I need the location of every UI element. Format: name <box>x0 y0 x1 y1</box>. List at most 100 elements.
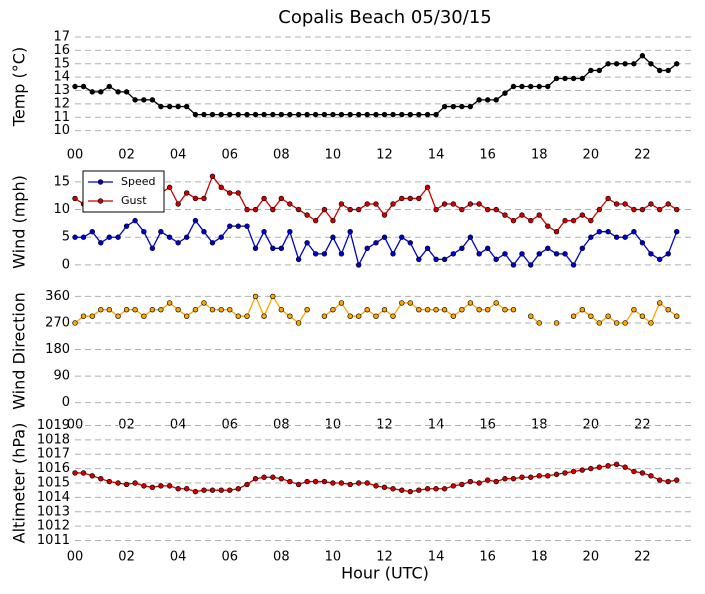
data-point <box>545 83 551 90</box>
data-point <box>596 464 603 470</box>
data-point <box>201 195 207 202</box>
data-point <box>656 67 663 74</box>
data-point <box>502 251 508 257</box>
data-point <box>235 111 241 118</box>
data-point <box>166 234 173 240</box>
data-point <box>459 245 465 252</box>
x-tick-label: 18 <box>531 550 548 565</box>
data-point <box>278 111 285 118</box>
y-tick-label: 1017 <box>37 447 70 462</box>
data-point <box>450 103 457 110</box>
data-point <box>347 228 353 235</box>
y-tick-label: 16 <box>53 43 70 58</box>
data-point <box>235 190 241 196</box>
x-tick-label: 16 <box>479 148 496 163</box>
data-point <box>381 234 388 240</box>
x-tick-label: 04 <box>170 550 187 565</box>
data-point <box>89 473 95 479</box>
data-point <box>381 484 388 491</box>
data-point <box>218 111 224 118</box>
data-point <box>158 228 164 235</box>
data-point <box>183 103 190 110</box>
data-point <box>364 307 370 313</box>
data-point <box>579 467 586 473</box>
data-point <box>72 470 78 476</box>
data-point <box>502 212 508 218</box>
data-point <box>373 240 379 246</box>
data-point <box>252 293 259 300</box>
data-point <box>252 111 259 118</box>
data-point <box>106 234 113 240</box>
data-point <box>295 481 302 488</box>
data-point <box>656 300 663 306</box>
data-point <box>528 217 534 224</box>
x-tick-label: 04 <box>170 148 187 163</box>
data-point <box>588 465 594 472</box>
data-point <box>536 212 542 218</box>
data-point <box>450 313 457 319</box>
data-point <box>424 307 431 313</box>
data-point <box>304 240 310 246</box>
data-point <box>648 61 654 67</box>
data-point <box>261 195 267 202</box>
data-point <box>631 307 637 313</box>
data-point <box>441 486 448 492</box>
data-point <box>364 480 370 486</box>
data-point <box>373 483 379 489</box>
data-point <box>192 195 199 202</box>
x-tick-label: 20 <box>583 148 600 163</box>
data-point <box>528 83 534 90</box>
data-point <box>536 473 542 479</box>
x-tick-label: 18 <box>531 148 548 163</box>
data-point <box>424 245 431 252</box>
y-tick-label: 1012 <box>37 519 70 534</box>
data-point <box>356 262 362 268</box>
data-point <box>115 480 121 486</box>
data-point <box>72 234 78 240</box>
data-point <box>605 195 611 202</box>
x-tick-label: 02 <box>118 550 135 565</box>
data-point <box>407 111 413 118</box>
data-point <box>209 240 216 246</box>
data-point <box>252 245 259 252</box>
data-point <box>631 468 637 475</box>
x-tick-label: 00 <box>67 550 84 565</box>
data-point <box>510 217 517 224</box>
y-tick-label: 12 <box>53 96 70 111</box>
data-point <box>648 251 654 257</box>
data-point <box>433 256 439 263</box>
data-point <box>149 484 156 491</box>
data-point <box>407 488 413 495</box>
data-point <box>399 111 405 118</box>
legend-marker <box>97 179 104 185</box>
data-point <box>519 83 525 90</box>
data-point <box>510 307 517 313</box>
data-point <box>321 251 328 257</box>
data-point <box>89 89 95 95</box>
data-point <box>132 217 138 224</box>
data-point <box>227 307 233 313</box>
x-tick-label: 12 <box>376 148 393 163</box>
legend-box <box>82 170 165 213</box>
data-point <box>106 307 113 313</box>
data-point <box>588 234 594 240</box>
data-point <box>364 201 370 207</box>
x-tick-label: 10 <box>325 550 342 565</box>
data-point <box>528 262 534 268</box>
data-point <box>570 75 577 82</box>
data-point <box>141 313 147 319</box>
data-point <box>235 313 241 319</box>
data-point <box>588 217 594 224</box>
data-point <box>433 486 439 492</box>
data-point <box>562 217 568 224</box>
data-point <box>407 195 413 202</box>
data-point <box>450 251 457 257</box>
data-point <box>467 103 474 110</box>
data-point <box>570 262 577 268</box>
data-point <box>278 245 285 252</box>
data-point <box>244 481 250 488</box>
data-point <box>450 201 457 207</box>
data-point <box>553 228 560 235</box>
data-point <box>356 480 362 486</box>
